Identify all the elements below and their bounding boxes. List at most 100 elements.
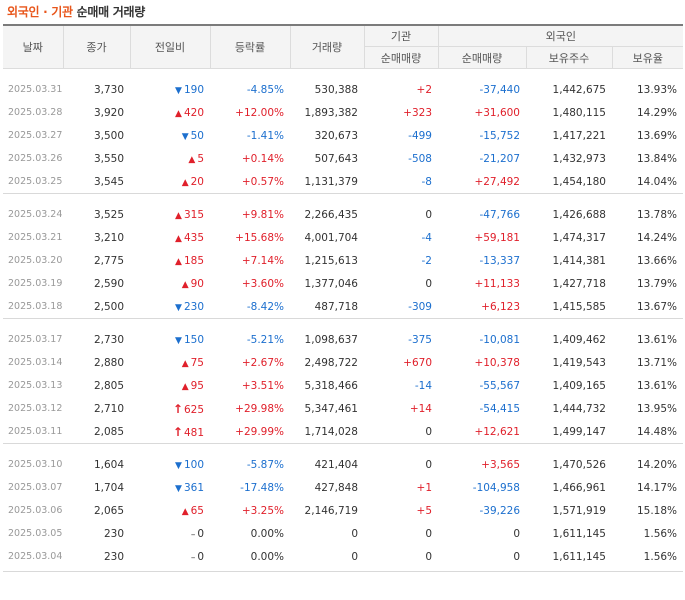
change-value: 100 [183,458,204,471]
top-spacer [3,69,683,79]
foreign-ratio-cell: 13.67% [636,300,678,313]
institution-net-cell: +323 [403,106,432,119]
foreign-ratio-cell: 14.29% [636,106,678,119]
header-date: 날짜 [3,24,64,69]
down-triangle-icon: ▼ [181,131,189,142]
change-value: 65 [190,504,204,517]
table-row: 2025.03.12 2,710 ↑625 +29.98% 5,347,461 +14 -5… [3,397,683,420]
table-row: 2025.03.20 2,775 ▲ 185 +7.14% 1,215,613 -2 -13,… [3,249,683,272]
volume-cell: 2,266,435 [304,208,358,221]
table-row: 2025.03.28 3,920 ▲ 420 +12.00% 1,893,382 +323 +… [3,101,683,124]
date-cell: 2025.03.11 [8,426,63,437]
table-row: 2025.03.05 230–0 0.00% 0 0 0 1,611,145 1.56% [3,522,683,545]
change-value: 90 [190,277,204,290]
volume-cell: 2,498,722 [304,356,358,369]
volume-cell: 320,673 [314,129,358,142]
foreign-ratio-cell: 14.17% [636,481,678,494]
rate-cell: +29.99% [235,425,284,438]
foreign-ratio-cell: 15.18% [636,504,678,517]
header-rate: 등락률 [210,24,291,69]
volume-cell: 1,131,379 [304,175,358,188]
foreign-net-cell: -55,567 [479,379,520,392]
close-cell: 2,710 [93,402,124,415]
date-cell: 2025.03.14 [8,357,63,368]
institution-net-cell: -2 [421,254,432,267]
close-cell: 2,730 [93,333,124,346]
foreign-ratio-cell: 13.93% [636,83,678,96]
institution-net-cell: +670 [403,356,432,369]
foreign-net-cell: -21,207 [479,152,520,165]
foreign-holdings-cell: 1,466,961 [552,481,606,494]
date-cell: 2025.03.26 [8,153,63,164]
foreign-holdings-cell: 1,427,718 [552,277,606,290]
foreign-ratio-cell: 13.78% [636,208,678,221]
change-value: 5 [197,152,204,165]
close-cell: 3,545 [93,175,124,188]
foreign-ratio-cell: 13.71% [636,356,678,369]
date-cell: 2025.03.19 [8,278,63,289]
change-value: 435 [183,231,204,244]
date-cell: 2025.03.31 [8,84,63,95]
table-row: 2025.03.13 2,805 ▲ 95 +3.51% 5,318,466 -14 -55,… [3,374,683,397]
foreign-net-cell: -104,958 [472,481,520,494]
change-value: 150 [183,333,204,346]
foreign-net-cell: 0 [513,550,520,563]
volume-cell: 5,347,461 [304,402,358,415]
foreign-ratio-cell: 13.66% [636,254,678,267]
institution-net-cell: +2 [416,83,432,96]
change-value: 361 [183,481,204,494]
volume-cell: 2,146,719 [304,504,358,517]
change-value: 0 [197,527,204,540]
institution-net-cell: -14 [414,379,432,392]
down-triangle-icon: ▼ [175,335,182,346]
foreign-holdings-cell: 1,480,115 [552,106,606,119]
foreign-holdings-cell: 1,611,145 [552,527,606,540]
date-cell: 2025.03.28 [8,107,63,118]
change-cell: ▼ 190 [130,78,210,101]
date-cell: 2025.03.24 [8,209,63,220]
foreign-net-cell: -37,440 [479,83,520,96]
close-cell: 1,604 [93,458,124,471]
change-cell: –0 [130,545,210,568]
change-cell: ▲ 420 [130,101,210,124]
rate-cell: -8.42% [246,300,284,313]
change-value: 315 [183,208,204,221]
rate-cell: +15.68% [235,231,284,244]
change-cell: ▲ 5 [130,147,210,170]
close-cell: 3,730 [93,83,124,96]
date-cell: 2025.03.25 [8,176,63,187]
institution-net-cell: -4 [421,231,432,244]
foreign-holdings-cell: 1,417,221 [552,129,606,142]
change-value: 20 [190,175,204,188]
up-triangle-icon: ▲ [181,358,189,369]
close-cell: 2,065 [93,504,124,517]
foreign-holdings-cell: 1,571,919 [552,504,606,517]
change-value: 481 [183,426,204,439]
foreign-ratio-cell: 1.56% [643,527,678,540]
institution-net-cell: +1 [416,481,432,494]
foreign-holdings-cell: 1,409,165 [552,379,606,392]
volume-cell: 1,714,028 [304,425,358,438]
rate-cell: +9.81% [241,208,284,221]
institution-net-cell: -508 [408,152,432,165]
change-cell: –0 [130,522,210,545]
foreign-net-cell: -15,752 [479,129,520,142]
institution-net-cell: +5 [416,504,432,517]
group-divider [3,193,684,203]
change-value: 50 [190,129,204,142]
date-cell: 2025.03.04 [8,551,63,562]
rate-cell: +3.60% [241,277,284,290]
rate-cell: +3.25% [241,504,284,517]
header-foreign-ratio: 보유율 [612,46,684,69]
volume-cell: 1,893,382 [304,106,358,119]
volume-cell: 1,215,613 [304,254,358,267]
title-investors: 외국인 · 기관 [7,5,73,19]
rate-cell: -5.21% [246,333,284,346]
date-cell: 2025.03.17 [8,334,63,345]
rate-cell: 0.00% [250,550,284,563]
close-cell: 2,085 [93,425,124,438]
up-triangle-icon: ▲ [175,210,182,221]
table-row: 2025.03.26 3,550 ▲ 5 +0.14% 507,643 -508 -21,20… [3,147,683,170]
foreign-net-cell: 0 [513,527,520,540]
volume-cell: 507,643 [314,152,358,165]
